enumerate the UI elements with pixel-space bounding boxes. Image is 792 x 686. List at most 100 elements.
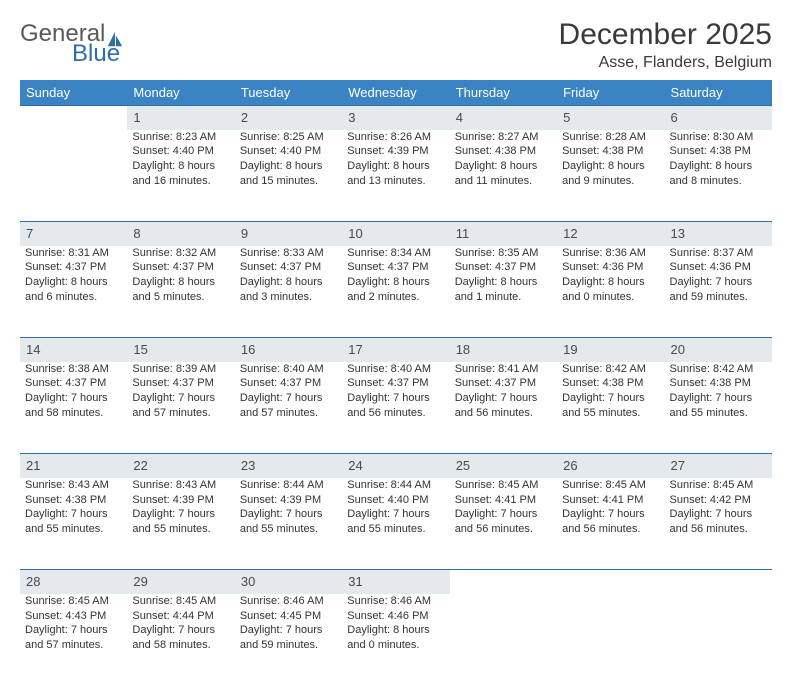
daylight-text-2: and 2 minutes. bbox=[347, 290, 444, 305]
day-number-cell: 3 bbox=[342, 106, 449, 130]
day-content-cell bbox=[20, 130, 127, 222]
daylight-text-1: Daylight: 7 hours bbox=[670, 507, 767, 522]
day-content-cell: Sunrise: 8:34 AMSunset: 4:37 PMDaylight:… bbox=[342, 246, 449, 338]
sunset-text: Sunset: 4:46 PM bbox=[347, 609, 444, 624]
daylight-text-2: and 59 minutes. bbox=[670, 290, 767, 305]
day-header: Tuesday bbox=[235, 80, 342, 106]
day-content-cell: Sunrise: 8:45 AMSunset: 4:43 PMDaylight:… bbox=[20, 594, 127, 686]
daylight-text-1: Daylight: 8 hours bbox=[670, 159, 767, 174]
daylight-text-2: and 11 minutes. bbox=[455, 174, 552, 189]
sunrise-text: Sunrise: 8:30 AM bbox=[670, 130, 767, 145]
sunset-text: Sunset: 4:37 PM bbox=[132, 260, 229, 275]
day-header: Sunday bbox=[20, 80, 127, 106]
day-content-row: Sunrise: 8:45 AMSunset: 4:43 PMDaylight:… bbox=[20, 594, 772, 686]
sunrise-text: Sunrise: 8:43 AM bbox=[25, 478, 122, 493]
daylight-text-2: and 55 minutes. bbox=[132, 522, 229, 537]
daylight-text-1: Daylight: 7 hours bbox=[562, 507, 659, 522]
daylight-text-1: Daylight: 8 hours bbox=[132, 159, 229, 174]
day-content-row: Sunrise: 8:43 AMSunset: 4:38 PMDaylight:… bbox=[20, 478, 772, 570]
daylight-text-1: Daylight: 8 hours bbox=[347, 159, 444, 174]
day-number-cell: 29 bbox=[127, 570, 234, 594]
daylight-text-1: Daylight: 7 hours bbox=[347, 391, 444, 406]
day-number-cell: 18 bbox=[450, 338, 557, 362]
day-content-cell: Sunrise: 8:25 AMSunset: 4:40 PMDaylight:… bbox=[235, 130, 342, 222]
day-number-cell: 15 bbox=[127, 338, 234, 362]
day-content-cell: Sunrise: 8:37 AMSunset: 4:36 PMDaylight:… bbox=[665, 246, 772, 338]
day-number-cell: 7 bbox=[20, 222, 127, 246]
day-number-cell: 2 bbox=[235, 106, 342, 130]
daylight-text-1: Daylight: 7 hours bbox=[240, 391, 337, 406]
sunrise-text: Sunrise: 8:31 AM bbox=[25, 246, 122, 261]
daylight-text-2: and 16 minutes. bbox=[132, 174, 229, 189]
daylight-text-1: Daylight: 7 hours bbox=[25, 507, 122, 522]
sunrise-text: Sunrise: 8:33 AM bbox=[240, 246, 337, 261]
day-content-cell bbox=[450, 594, 557, 686]
day-content-cell: Sunrise: 8:27 AMSunset: 4:38 PMDaylight:… bbox=[450, 130, 557, 222]
day-header: Saturday bbox=[665, 80, 772, 106]
daylight-text-1: Daylight: 7 hours bbox=[240, 507, 337, 522]
sunset-text: Sunset: 4:43 PM bbox=[25, 609, 122, 624]
daylight-text-2: and 55 minutes. bbox=[25, 522, 122, 537]
sunrise-text: Sunrise: 8:41 AM bbox=[455, 362, 552, 377]
sunset-text: Sunset: 4:37 PM bbox=[25, 376, 122, 391]
sunrise-text: Sunrise: 8:27 AM bbox=[455, 130, 552, 145]
day-number-cell: 24 bbox=[342, 454, 449, 478]
title-block: December 2025 Asse, Flanders, Belgium bbox=[559, 18, 772, 72]
daylight-text-1: Daylight: 7 hours bbox=[25, 623, 122, 638]
sunrise-text: Sunrise: 8:43 AM bbox=[132, 478, 229, 493]
daylight-text-2: and 5 minutes. bbox=[132, 290, 229, 305]
day-number-cell: 16 bbox=[235, 338, 342, 362]
day-number-cell: 17 bbox=[342, 338, 449, 362]
sunrise-text: Sunrise: 8:23 AM bbox=[132, 130, 229, 145]
daylight-text-1: Daylight: 8 hours bbox=[455, 159, 552, 174]
daylight-text-2: and 58 minutes. bbox=[132, 638, 229, 653]
day-content-cell: Sunrise: 8:45 AMSunset: 4:44 PMDaylight:… bbox=[127, 594, 234, 686]
daylight-text-2: and 56 minutes. bbox=[455, 406, 552, 421]
day-content-cell: Sunrise: 8:45 AMSunset: 4:41 PMDaylight:… bbox=[450, 478, 557, 570]
daylight-text-1: Daylight: 7 hours bbox=[670, 391, 767, 406]
daylight-text-1: Daylight: 8 hours bbox=[562, 275, 659, 290]
page-subtitle: Asse, Flanders, Belgium bbox=[559, 54, 772, 72]
page-title: December 2025 bbox=[559, 18, 772, 52]
sunrise-text: Sunrise: 8:25 AM bbox=[240, 130, 337, 145]
day-number-cell: 6 bbox=[665, 106, 772, 130]
daylight-text-1: Daylight: 8 hours bbox=[347, 275, 444, 290]
day-header: Thursday bbox=[450, 80, 557, 106]
daylight-text-2: and 1 minute. bbox=[455, 290, 552, 305]
daylight-text-2: and 13 minutes. bbox=[347, 174, 444, 189]
day-number-cell: 12 bbox=[557, 222, 664, 246]
sunrise-text: Sunrise: 8:32 AM bbox=[132, 246, 229, 261]
daylight-text-1: Daylight: 7 hours bbox=[670, 275, 767, 290]
sunrise-text: Sunrise: 8:44 AM bbox=[347, 478, 444, 493]
day-header: Friday bbox=[557, 80, 664, 106]
sunrise-text: Sunrise: 8:42 AM bbox=[670, 362, 767, 377]
logo: GeneralBlue bbox=[20, 18, 124, 66]
day-header: Monday bbox=[127, 80, 234, 106]
sunrise-text: Sunrise: 8:44 AM bbox=[240, 478, 337, 493]
sunset-text: Sunset: 4:40 PM bbox=[240, 144, 337, 159]
day-content-cell: Sunrise: 8:30 AMSunset: 4:38 PMDaylight:… bbox=[665, 130, 772, 222]
daylight-text-2: and 56 minutes. bbox=[347, 406, 444, 421]
sunrise-text: Sunrise: 8:45 AM bbox=[670, 478, 767, 493]
sunrise-text: Sunrise: 8:36 AM bbox=[562, 246, 659, 261]
day-number-row: 21222324252627 bbox=[20, 454, 772, 478]
day-content-cell: Sunrise: 8:46 AMSunset: 4:45 PMDaylight:… bbox=[235, 594, 342, 686]
sunrise-text: Sunrise: 8:26 AM bbox=[347, 130, 444, 145]
sunset-text: Sunset: 4:38 PM bbox=[455, 144, 552, 159]
day-number-cell: 11 bbox=[450, 222, 557, 246]
daylight-text-2: and 0 minutes. bbox=[347, 638, 444, 653]
daylight-text-2: and 59 minutes. bbox=[240, 638, 337, 653]
sunset-text: Sunset: 4:41 PM bbox=[455, 493, 552, 508]
daylight-text-1: Daylight: 7 hours bbox=[132, 623, 229, 638]
day-content-cell: Sunrise: 8:42 AMSunset: 4:38 PMDaylight:… bbox=[557, 362, 664, 454]
day-number-cell bbox=[665, 570, 772, 594]
daylight-text-2: and 6 minutes. bbox=[25, 290, 122, 305]
daylight-text-1: Daylight: 7 hours bbox=[132, 391, 229, 406]
day-content-cell: Sunrise: 8:28 AMSunset: 4:38 PMDaylight:… bbox=[557, 130, 664, 222]
day-content-cell: Sunrise: 8:36 AMSunset: 4:36 PMDaylight:… bbox=[557, 246, 664, 338]
daylight-text-2: and 58 minutes. bbox=[25, 406, 122, 421]
day-content-cell: Sunrise: 8:40 AMSunset: 4:37 PMDaylight:… bbox=[342, 362, 449, 454]
daylight-text-1: Daylight: 7 hours bbox=[455, 391, 552, 406]
daylight-text-1: Daylight: 8 hours bbox=[347, 623, 444, 638]
daylight-text-2: and 15 minutes. bbox=[240, 174, 337, 189]
